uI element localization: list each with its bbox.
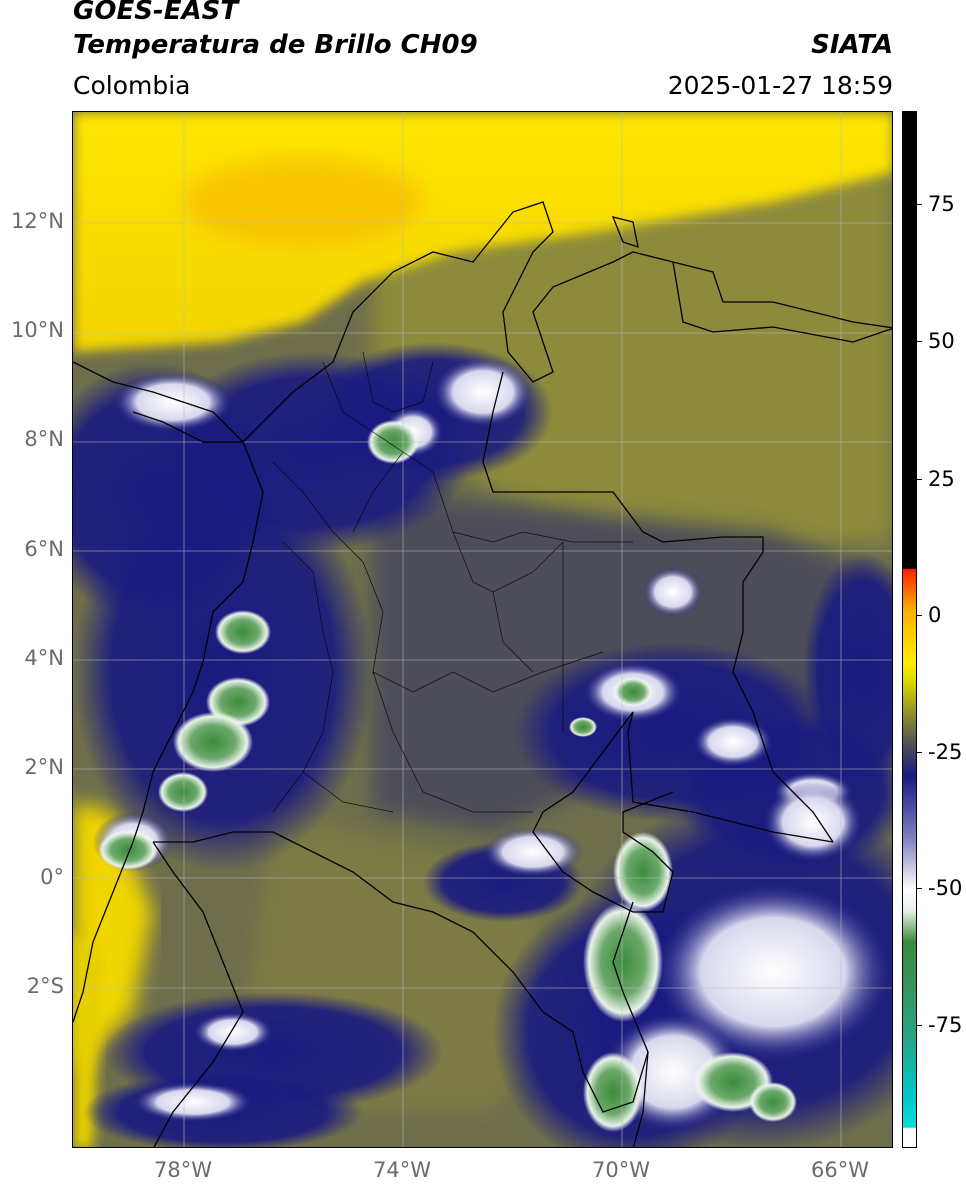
colorbar-tick: 0 bbox=[928, 603, 942, 627]
temperature-colorbar bbox=[902, 111, 917, 1148]
map-svg bbox=[73, 112, 892, 1147]
gridlines bbox=[73, 112, 892, 1147]
datetime-label: 2025-01-27 18:59 bbox=[667, 71, 893, 100]
colorbar-tick: -50 bbox=[928, 876, 963, 900]
lon-tick: 74°W bbox=[373, 1158, 431, 1182]
product-title: Temperatura de Brillo CH09 bbox=[73, 30, 478, 60]
lon-tick: 66°W bbox=[811, 1158, 869, 1182]
colorbar-tick: 50 bbox=[928, 329, 955, 353]
lat-tick: 12°N bbox=[11, 209, 64, 233]
lat-tick: 10°N bbox=[11, 318, 64, 342]
agency-label: SIATA bbox=[811, 30, 893, 60]
colorbar-tick: 25 bbox=[928, 467, 955, 491]
lat-tick: 0° bbox=[40, 865, 64, 889]
satellite-map[interactable] bbox=[72, 111, 893, 1148]
department-borders bbox=[272, 351, 633, 813]
colorbar-tick: -75 bbox=[928, 1013, 963, 1037]
colorbar-tick: 75 bbox=[928, 192, 955, 216]
lat-tick: 2°N bbox=[24, 755, 64, 779]
region-label: Colombia bbox=[73, 71, 191, 100]
satellite-title: GOES-EAST bbox=[73, 0, 239, 26]
lat-tick: 6°N bbox=[24, 537, 64, 561]
lat-tick: 2°S bbox=[26, 974, 64, 998]
lat-tick: 8°N bbox=[24, 427, 64, 451]
country-borders bbox=[73, 201, 892, 1147]
lon-tick: 70°W bbox=[592, 1158, 650, 1182]
lon-tick: 78°W bbox=[154, 1158, 212, 1182]
lat-tick: 4°N bbox=[24, 646, 64, 670]
colorbar-tick: -25 bbox=[928, 740, 963, 764]
